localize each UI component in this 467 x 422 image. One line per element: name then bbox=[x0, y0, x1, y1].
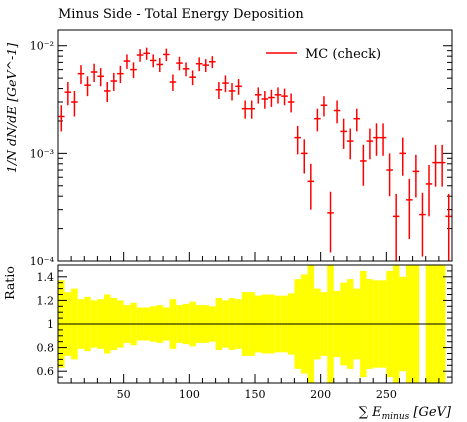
ratio-y-tick-label: 1.4 bbox=[37, 271, 55, 284]
chart-title: Minus Side - Total Energy Deposition bbox=[58, 7, 304, 22]
ratio-plot-frame bbox=[57, 264, 453, 384]
data-point bbox=[64, 82, 72, 106]
data-point bbox=[209, 56, 216, 69]
data-point bbox=[314, 108, 321, 132]
legend: MC (check) bbox=[266, 47, 381, 62]
data-point bbox=[97, 68, 104, 87]
legend-label: MC (check) bbox=[305, 47, 381, 62]
data-point bbox=[202, 59, 210, 73]
data-point bbox=[300, 139, 308, 174]
data-point bbox=[386, 153, 393, 197]
data-point bbox=[182, 62, 190, 77]
data-point bbox=[90, 63, 98, 83]
main-plot-panel: 10⁻⁴ 10⁻³ 10⁻² 1/N dN/dE [GeV^-1] MC (chec… bbox=[4, 29, 453, 268]
data-point bbox=[156, 57, 164, 73]
data-point bbox=[366, 128, 374, 160]
data-point bbox=[163, 48, 170, 62]
data-point bbox=[143, 47, 150, 60]
data-point bbox=[406, 178, 413, 240]
data-point bbox=[399, 137, 407, 176]
data-point bbox=[189, 70, 196, 86]
data-point bbox=[195, 57, 203, 72]
data-point bbox=[71, 90, 78, 117]
ratio-y-tick-label: 0.6 bbox=[37, 365, 55, 378]
data-point bbox=[438, 144, 446, 187]
data-point bbox=[235, 79, 242, 95]
data-point bbox=[136, 49, 144, 62]
ratio-y-tick-label: 1 bbox=[47, 318, 54, 331]
main-plot-frame bbox=[57, 29, 453, 262]
data-point bbox=[241, 100, 249, 119]
x-tick-labels: 50 100 150 200 250 bbox=[117, 388, 397, 401]
data-point bbox=[274, 87, 282, 104]
main-plot-ticks bbox=[58, 45, 452, 262]
x-tick-label: 50 bbox=[117, 388, 131, 401]
data-point bbox=[412, 154, 420, 198]
data-point bbox=[379, 123, 387, 156]
data-point bbox=[149, 54, 157, 68]
data-point bbox=[103, 82, 111, 103]
x-tick-label: 150 bbox=[245, 388, 266, 401]
data-point bbox=[287, 93, 295, 113]
data-point bbox=[77, 65, 85, 85]
data-point bbox=[307, 163, 315, 210]
data-point bbox=[58, 105, 65, 132]
data-point bbox=[255, 87, 262, 104]
data-point bbox=[333, 100, 341, 124]
data-point bbox=[419, 192, 426, 257]
ratio-plot-ticks bbox=[58, 270, 452, 383]
data-point bbox=[281, 88, 288, 106]
y-tick-label: 10⁻² bbox=[30, 40, 54, 53]
data-point bbox=[294, 125, 301, 155]
data-point bbox=[110, 72, 118, 91]
data-point bbox=[268, 89, 275, 107]
y-tick-label: 10⁻³ bbox=[30, 147, 54, 160]
main-plot-y-axis-label: 1/N dN/dE [GeV^-1] bbox=[4, 43, 19, 173]
data-point bbox=[248, 100, 255, 119]
ratio-y-axis-label: Ratio bbox=[2, 266, 17, 300]
data-point bbox=[228, 83, 236, 101]
data-point bbox=[123, 54, 131, 69]
data-point bbox=[432, 144, 439, 187]
x-tick-label: 250 bbox=[376, 388, 397, 401]
data-point bbox=[320, 96, 328, 117]
data-point bbox=[360, 144, 367, 186]
data-point bbox=[222, 75, 229, 93]
y-tick-label: 10⁻⁴ bbox=[30, 255, 55, 268]
data-point bbox=[327, 191, 334, 253]
x-axis-label: ∑ Eminus [GeV] bbox=[359, 405, 452, 422]
data-point bbox=[445, 193, 452, 261]
ratio-y-tick-label: 0.8 bbox=[37, 342, 55, 355]
data-point bbox=[353, 108, 361, 132]
x-tick-label: 100 bbox=[179, 388, 200, 401]
data-point bbox=[392, 193, 400, 261]
data-point bbox=[340, 118, 347, 149]
data-point bbox=[130, 62, 137, 79]
ratio-y-tick-label: 1.2 bbox=[37, 294, 55, 307]
data-point bbox=[425, 164, 433, 217]
x-tick-label: 200 bbox=[310, 388, 331, 401]
data-point bbox=[117, 65, 124, 84]
ratio-y-tick-labels: 0.6 0.8 1 1.2 1.4 bbox=[37, 271, 55, 378]
main-plot-data bbox=[58, 47, 452, 261]
data-point bbox=[169, 74, 177, 91]
data-point bbox=[346, 128, 354, 160]
data-point bbox=[261, 90, 269, 109]
data-point bbox=[176, 56, 183, 71]
data-point bbox=[84, 76, 91, 97]
data-point bbox=[215, 82, 223, 99]
data-point bbox=[373, 123, 380, 156]
ratio-plot-panel: 0.6 0.8 1 1.2 1.4 50 100 150 200 250 Ratio bbox=[2, 264, 453, 401]
main-plot-y-tick-labels: 10⁻⁴ 10⁻³ 10⁻² bbox=[30, 40, 55, 268]
